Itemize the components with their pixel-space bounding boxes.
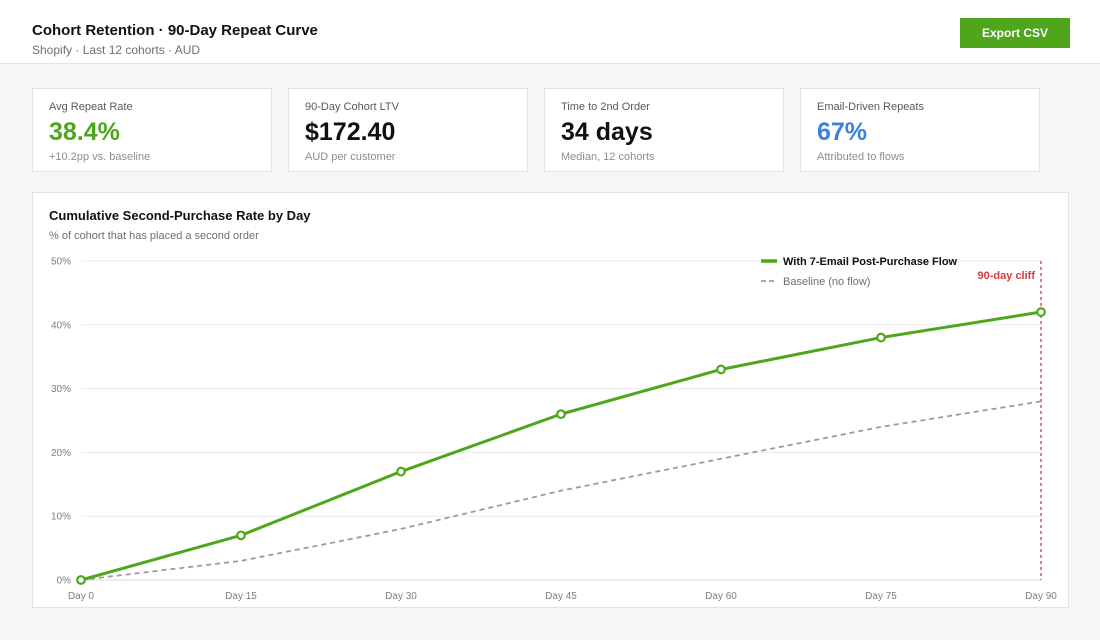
y-tick-label: 50% [51,257,71,268]
page-subtitle: Shopify · Last 12 cohorts · AUD [32,43,201,57]
export-csv-button[interactable]: Export CSV [960,18,1070,48]
data-point [876,332,886,343]
kpi-label: 90-Day Cohort LTV [305,101,399,113]
y-tick-label: 30% [51,384,71,395]
kpi-note: Attributed to flows [817,151,905,163]
kpi-value: 67% [817,118,868,146]
kpi-note: +10.2pp vs. baseline [49,151,151,163]
data-point [716,364,726,375]
x-tick-label: Day 90 [1025,591,1057,602]
x-tick-label: Day 45 [545,591,577,602]
y-tick-label: 10% [51,512,71,523]
x-tick-label: Day 15 [225,591,257,602]
page-title: Cohort Retention · 90-Day Repeat Curve [32,22,318,39]
series-line-0 [80,310,1042,582]
kpi-value: 38.4% [49,118,120,146]
x-tick-label: Day 0 [68,591,95,602]
y-tick-label: 20% [51,448,71,459]
data-point [556,409,566,420]
cliff-annotation-label: 90-day cliff [978,270,1036,282]
x-tick-label: Day 30 [385,591,417,602]
series-line-1 [80,400,1042,581]
y-tick-label: 0% [57,576,72,587]
y-tick-label: 40% [51,320,71,331]
kpi-label: Email-Driven Repeats [817,101,924,113]
kpi-value: 34 days [561,118,653,146]
legend-label: With 7-Email Post-Purchase Flow [783,256,958,268]
page-header: Cohort Retention · 90-Day Repeat Curve S… [0,0,1100,64]
kpi-label: Time to 2nd Order [561,101,650,113]
kpi-card-cohort-ltv: 90-Day Cohort LTV $172.40 AUD per custom… [288,88,528,172]
kpi-note: AUD per customer [305,151,396,163]
data-point [236,530,246,541]
x-tick-label: Day 60 [705,591,737,602]
data-point [1036,307,1046,317]
data-point [396,466,406,477]
kpi-value: $172.40 [305,118,396,146]
chart-card: 0% 10% 20% 30% 40% 50% Day 0 Day 15 Day 30 Day 45… [32,192,1069,608]
kpi-card-email-driven-repeats: Email-Driven Repeats 67% Attributed to f… [800,88,1040,172]
x-tick-label: Day 75 [865,591,897,602]
kpi-card-avg-repeat-rate: Avg Repeat Rate 38.4% +10.2pp vs. baseli… [32,88,272,172]
retention-line-chart: 0% 10% 20% 30% 40% 50% Day 0 Day 15 Day 30 Day 45… [51,256,1057,602]
kpi-card-time-to-2nd-order: Time to 2nd Order 34 days Median, 12 coh… [544,88,784,172]
kpi-label: Avg Repeat Rate [49,101,133,113]
legend-label: Baseline (no flow) [783,276,870,288]
chart-subtitle: % of cohort that has placed a second ord… [49,230,259,242]
kpi-note: Median, 12 cohorts [561,151,655,163]
chart-title: Cumulative Second-Purchase Rate by Day [49,208,311,223]
data-point [76,575,86,585]
